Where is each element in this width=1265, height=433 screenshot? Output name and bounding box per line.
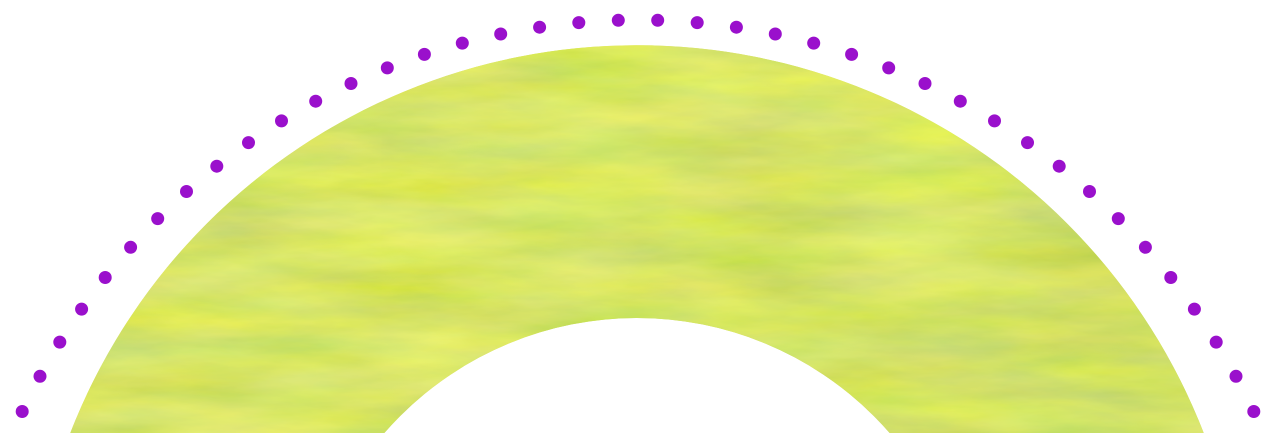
dotted-arc <box>15 13 1261 418</box>
dot <box>380 61 394 75</box>
dot <box>75 302 89 316</box>
dot <box>953 94 967 108</box>
dot <box>1021 136 1034 150</box>
dot <box>344 77 358 90</box>
dot <box>918 77 932 90</box>
dot <box>1138 240 1152 254</box>
dot <box>611 13 625 27</box>
dot <box>807 36 821 50</box>
dot <box>124 240 138 254</box>
dot <box>572 16 586 30</box>
dot <box>1164 271 1178 284</box>
dot <box>417 47 431 61</box>
dot <box>98 271 112 284</box>
dot <box>33 369 47 383</box>
dot <box>1209 335 1223 349</box>
dot <box>210 159 224 173</box>
dot <box>494 27 508 41</box>
dot <box>1111 212 1125 226</box>
dot <box>1229 369 1243 383</box>
dot <box>15 405 29 418</box>
dot <box>690 16 704 30</box>
dot <box>53 335 67 349</box>
dot <box>242 136 255 150</box>
dot <box>1083 185 1096 198</box>
dot <box>1052 159 1066 173</box>
dot <box>845 47 859 61</box>
dot <box>729 20 743 34</box>
dot <box>455 36 469 50</box>
dot <box>309 94 323 108</box>
dot <box>1247 405 1261 418</box>
dot <box>882 61 896 75</box>
dot <box>651 13 665 27</box>
dot <box>1187 302 1201 316</box>
dot <box>151 212 165 226</box>
dot <box>275 114 288 128</box>
dot <box>988 114 1001 128</box>
dot <box>533 20 547 34</box>
dot <box>768 27 782 41</box>
dot <box>180 185 193 198</box>
